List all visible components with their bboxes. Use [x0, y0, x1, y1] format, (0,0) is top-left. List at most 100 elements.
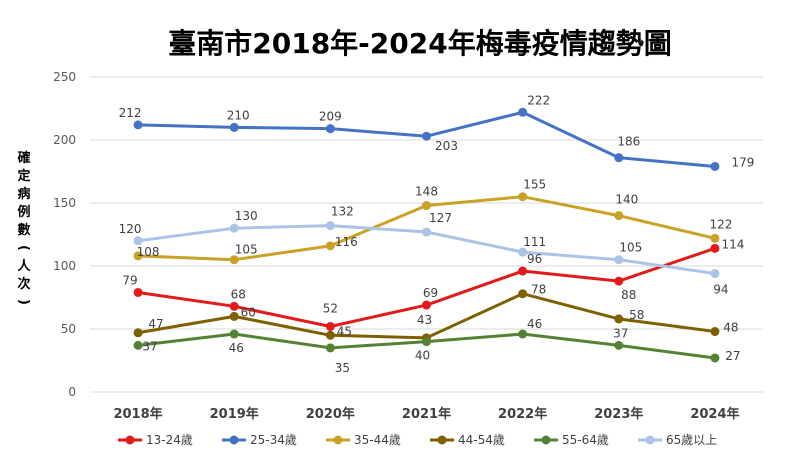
data-point — [422, 227, 431, 237]
data-point — [614, 276, 624, 286]
legend-item: 65歲以上 — [638, 433, 717, 447]
legend-swatch-marker — [229, 435, 239, 445]
data-label: 47 — [148, 317, 163, 331]
data-label: 88 — [621, 288, 636, 302]
data-point — [518, 266, 528, 276]
legend-label: 44-54歲 — [458, 433, 505, 447]
y-tick-label: 50 — [61, 322, 76, 336]
data-point — [422, 201, 431, 211]
legend-item: 55-64歲 — [534, 433, 609, 447]
data-point — [518, 107, 528, 117]
y-axis-label-char: 例 — [17, 204, 30, 220]
legend-swatch-marker — [333, 435, 343, 445]
data-label: 69 — [423, 286, 438, 300]
data-point — [229, 122, 239, 132]
y-axis-label-char: 數 — [17, 222, 30, 238]
data-point — [229, 223, 239, 233]
data-label: 203 — [435, 139, 458, 153]
data-point — [422, 300, 431, 310]
data-point — [325, 330, 335, 340]
chart-title: 臺南市2018年-2024年梅毒疫情趨勢圖 — [168, 27, 671, 60]
data-label: 222 — [527, 93, 550, 107]
data-label: 155 — [523, 178, 546, 192]
data-label: 46 — [229, 341, 244, 355]
legend-label: 35-44歲 — [354, 433, 401, 447]
data-point — [229, 311, 239, 321]
x-tick-label: 2019年 — [210, 406, 259, 422]
y-tick-label: 100 — [53, 259, 76, 273]
data-label: 105 — [619, 241, 642, 255]
legend-item: 35-44歲 — [326, 433, 401, 447]
data-point — [518, 329, 528, 339]
data-label: 130 — [235, 209, 258, 223]
data-label: 43 — [417, 313, 432, 327]
data-point — [133, 236, 143, 246]
y-axis-label-char: ( — [16, 245, 31, 251]
x-tick-label: 2020年 — [306, 406, 355, 422]
data-label: 78 — [531, 283, 546, 297]
legend-swatch-marker — [125, 435, 135, 445]
y-axis-label-char: 定 — [16, 168, 30, 184]
data-point — [710, 327, 720, 337]
y-axis-label-char: 病 — [17, 186, 30, 202]
data-point — [710, 233, 720, 243]
data-point — [614, 211, 624, 221]
data-label: 37 — [142, 339, 157, 353]
series-55-64歲 — [133, 329, 720, 363]
data-point — [422, 131, 431, 141]
data-point — [133, 287, 143, 297]
data-label: 114 — [721, 237, 744, 251]
data-point — [614, 153, 624, 163]
y-axis-label-char: ) — [16, 299, 31, 305]
data-label: 40 — [415, 349, 430, 363]
data-label: 148 — [415, 185, 438, 199]
data-point — [133, 120, 143, 130]
data-label: 210 — [227, 108, 250, 122]
data-label: 45 — [337, 324, 352, 338]
data-label: 120 — [119, 222, 142, 236]
data-point — [325, 343, 335, 353]
legend: 13-24歲 25-34歲 35-44歲 44-54歲 55-64歲 65歲以上 — [118, 433, 717, 447]
series-13-24歲 — [133, 243, 720, 331]
data-label: 127 — [429, 211, 452, 225]
data-label: 179 — [731, 155, 754, 169]
y-axis-label-char: 人 — [17, 258, 31, 274]
data-label: 212 — [119, 106, 142, 120]
data-label: 35 — [335, 361, 350, 375]
data-point — [614, 255, 624, 265]
data-point — [518, 247, 528, 257]
data-label: 46 — [527, 317, 542, 331]
legend-label: 13-24歲 — [146, 433, 193, 447]
legend-item: 44-54歲 — [430, 433, 505, 447]
data-point — [133, 328, 143, 338]
data-point — [229, 255, 239, 265]
data-label: 94 — [713, 283, 728, 297]
legend-swatch-marker — [437, 435, 447, 445]
data-label: 52 — [323, 301, 338, 315]
y-tick-label: 150 — [53, 196, 76, 210]
legend-swatch-marker — [645, 435, 655, 445]
data-point — [325, 321, 335, 331]
legend-item: 25-34歲 — [222, 433, 297, 447]
y-tick-label: 250 — [53, 70, 76, 84]
data-label: 27 — [725, 349, 740, 363]
series-35-44歲 — [133, 192, 720, 265]
data-point — [710, 269, 720, 279]
data-point — [710, 161, 720, 171]
data-point — [710, 243, 720, 253]
x-tick-label: 2024年 — [690, 406, 739, 422]
y-tick-label: 200 — [53, 133, 76, 147]
data-label: 116 — [335, 235, 358, 249]
series-25-34歲 — [133, 107, 720, 171]
data-point — [325, 221, 335, 231]
data-point — [325, 241, 335, 251]
y-tick-labels: 0 50 100 150 200 250 — [53, 70, 76, 399]
series-layer — [133, 107, 720, 363]
data-label: 96 — [527, 252, 542, 266]
data-label: 105 — [235, 243, 258, 257]
data-label: 58 — [629, 308, 644, 322]
data-label: 140 — [615, 193, 638, 207]
y-axis-label-char: 次 — [17, 276, 30, 292]
